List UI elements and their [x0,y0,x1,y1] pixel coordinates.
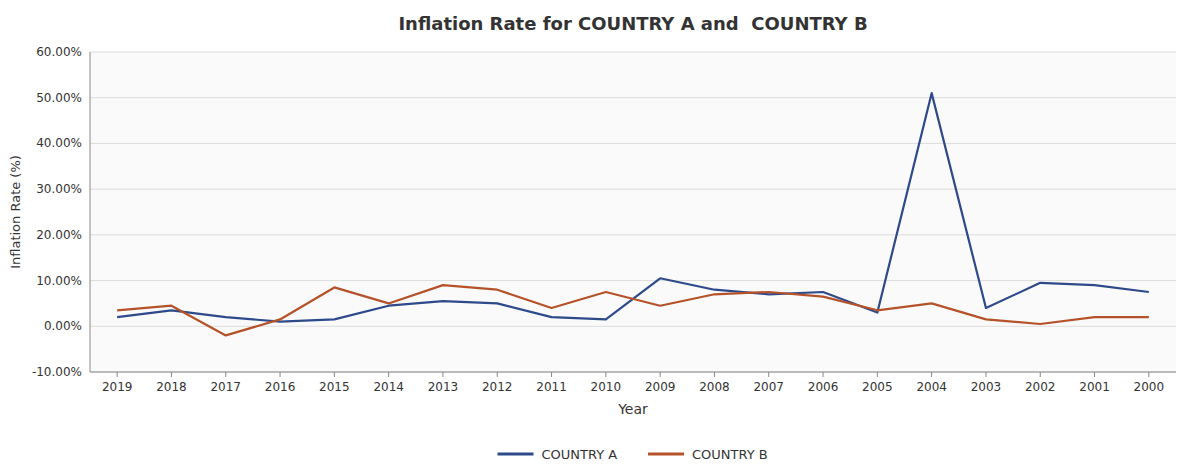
x-tick [823,372,824,377]
x-tick-label: 2003 [971,380,1002,394]
series-line [117,93,1149,322]
x-tick [877,372,878,377]
x-tick [497,372,498,377]
y-tick-label: 30.00% [36,182,82,196]
x-tick-label: 2006 [808,380,839,394]
x-tick [768,372,769,377]
y-tick-label: 40.00% [36,136,82,150]
grid-line [90,372,1176,373]
x-tick [714,372,715,377]
x-tick [225,372,226,377]
x-axis-line [90,372,1176,373]
y-grid [90,52,1176,372]
x-tick [931,372,932,377]
x-tick-label: 2002 [1025,380,1056,394]
grid-line [90,143,1176,144]
x-tick-label: 2009 [645,380,676,394]
x-tick [442,372,443,377]
x-tick-label: 2018 [156,380,187,394]
plot-area [90,52,1176,372]
x-tick-label: 2019 [102,380,133,394]
y-tick-label: 50.00% [36,91,82,105]
x-tick [171,372,172,377]
x-tick [388,372,389,377]
x-tick-label: 2007 [753,380,784,394]
x-tick [117,372,118,377]
x-tick [985,372,986,377]
x-tick-label: 2013 [428,380,459,394]
y-axis-line [90,52,91,372]
series-lines [117,93,1149,335]
legend-swatch [498,453,534,456]
chart: -10.00% 0.00% 10.00% 20.00% 30.00% 40.00% 50.0… [0,0,1200,476]
x-tick [551,372,552,377]
legend-label: COUNTRY A [542,447,618,462]
title: Inflation Rate for COUNTRY A and COUNTRY… [398,13,867,34]
x-axis-label: Year [617,401,648,417]
x-tick [605,372,606,377]
grid-line [90,234,1176,235]
x-tick-label: 2012 [482,380,513,394]
series-line [117,285,1149,335]
grid-line [90,52,1176,53]
x-tick [660,372,661,377]
grid-line [90,97,1176,98]
x-tick-label: 2008 [699,380,730,394]
x-tick [1148,372,1149,377]
y-tick-label: 20.00% [36,228,82,242]
y-tick-label: 0.00% [44,319,82,333]
x-tick-label: 2000 [1134,380,1165,394]
legend: COUNTRY A COUNTRY B [498,447,768,462]
legend-swatch [648,453,684,456]
x-tick-label: 2014 [373,380,404,394]
x-tick-label: 2016 [265,380,296,394]
x-tick [1040,372,1041,377]
grid-line [90,189,1176,190]
x-tick-label: 2005 [862,380,893,394]
x-tick-label: 2010 [591,380,622,394]
y-axis-label: Inflation Rate (%) [8,155,23,269]
x-tick-label: 2017 [210,380,241,394]
x-tick-label: 2011 [536,380,567,394]
y-tick-label: -10.00% [32,365,82,379]
x-tick [280,372,281,377]
y-tick-label: 10.00% [36,274,82,288]
x-tick-label: 2004 [916,380,947,394]
y-tick-label: 60.00% [36,45,82,59]
x-tick [1094,372,1095,377]
x-tick [334,372,335,377]
legend-label: COUNTRY B [692,447,768,462]
grid-line [90,280,1176,281]
x-tick-label: 2001 [1079,380,1110,394]
x-tick-label: 2015 [319,380,350,394]
